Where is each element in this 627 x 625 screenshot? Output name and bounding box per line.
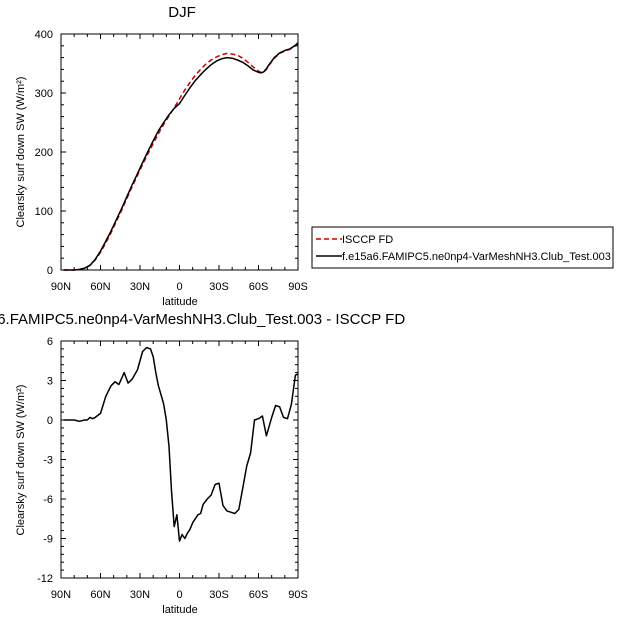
top-chart-y-axis-label: Clearsky surf down SW (W/m²): [15, 77, 27, 228]
bottom-chart-y-tick-label: 6: [47, 336, 53, 348]
top-chart-y-tick-label: 200: [35, 147, 53, 159]
bottom-chart-x-tick-label: 60S: [249, 589, 269, 601]
bottom-chart-x-axis-label: latitude: [162, 604, 197, 616]
legend: ISCCP FD f.e15a6.FAMIPC5.ne0np4-VarMeshN…: [311, 226, 614, 269]
top-chart-y-tick-label: 0: [47, 265, 53, 277]
top-chart-series: [63, 42, 299, 271]
top-chart-x-tick-label: 90N: [51, 281, 71, 293]
top-chart-x-ticks: 90N 60N 30N 0 30S 60S 90S: [51, 34, 308, 293]
bottom-chart-x-tick-label: 30S: [209, 589, 229, 601]
top-chart-y-tick-label: 100: [35, 206, 53, 218]
legend-label-isccp: ISCCP FD: [342, 234, 393, 246]
bottom-chart-y-ticks: -12 -9 -6 -3 0 3 6: [37, 336, 298, 585]
bottom-chart-y-axis-label: Clearsky surf down SW (W/m²): [15, 385, 27, 536]
bottom-chart-y-tick-label: -12: [37, 573, 53, 585]
bottom-chart-x-ticks: 90N 60N 30N 0 30S 60S 90S: [51, 341, 308, 601]
bottom-chart-x-tick-label: 90N: [51, 589, 71, 601]
top-chart-series-line-1: [63, 42, 299, 271]
bottom-chart-plot-frame: [60, 340, 299, 579]
bottom-chart-x-tick-label: 90S: [288, 589, 308, 601]
top-chart-y-tick-label: 300: [35, 88, 53, 100]
top-chart-series-line-0: [63, 43, 299, 271]
legend-label-model: f.e15a6.FAMIPC5.ne0np4-VarMeshNH3.Club_T…: [342, 251, 611, 263]
top-chart-x-tick-label: 0: [176, 281, 182, 293]
bottom-chart: a6.FAMIPC5.ne0np4-VarMeshNH3.Club_Test.0…: [0, 311, 405, 616]
top-chart-x-tick-label: 90S: [288, 281, 308, 293]
top-chart-title: DJF: [168, 4, 196, 21]
top-chart-y-tick-label: 400: [35, 29, 53, 41]
bottom-chart-y-tick-label: -9: [43, 534, 53, 546]
bottom-chart-x-tick-label: 30N: [130, 589, 150, 601]
top-chart-x-tick-label: 30S: [209, 281, 229, 293]
bottom-chart-y-tick-label: 0: [47, 415, 53, 427]
top-chart-x-axis-label: latitude: [162, 296, 197, 308]
top-chart: DJF 90N 60N 30N 0 30S 60S 90S 0 100 200 300 400 la…: [15, 4, 614, 308]
top-chart-y-ticks: 0 100 200 300 400: [35, 29, 298, 277]
bottom-chart-y-tick-label: 3: [47, 376, 53, 388]
bottom-chart-series-line-0: [63, 346, 299, 542]
top-chart-x-tick-label: 60N: [90, 281, 110, 293]
bottom-chart-y-tick-label: -6: [43, 494, 53, 506]
legend-box: [311, 226, 614, 269]
bottom-chart-x-tick-label: 60N: [90, 589, 110, 601]
bottom-chart-x-tick-label: 0: [176, 589, 182, 601]
bottom-chart-title: a6.FAMIPC5.ne0np4-VarMeshNH3.Club_Test.0…: [0, 311, 405, 328]
bottom-chart-y-tick-label: -3: [43, 455, 53, 467]
top-chart-x-tick-label: 60S: [249, 281, 269, 293]
bottom-chart-series: [63, 346, 299, 542]
top-chart-plot-frame: [60, 33, 299, 271]
top-chart-x-tick-label: 30N: [130, 281, 150, 293]
